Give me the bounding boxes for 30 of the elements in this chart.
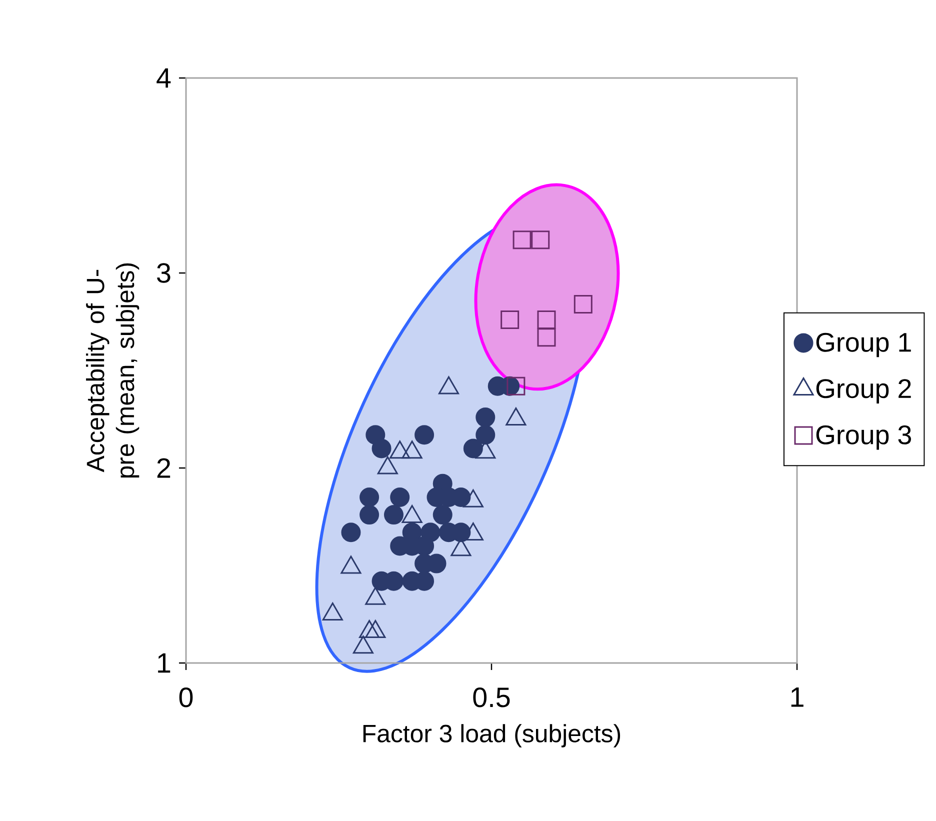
point (372, 438, 392, 458)
x-axis-title: Factor 3 load (subjects) (363, 724, 620, 748)
point (506, 376, 526, 396)
x-tick-label: 0 (179, 688, 193, 708)
point (360, 505, 380, 525)
y-tick-label: 4 (156, 68, 171, 88)
point (500, 310, 520, 330)
point (360, 487, 380, 507)
point (476, 425, 496, 445)
y-axis-title: Acceptability of U-pre (mean, subjets) (86, 263, 140, 478)
point (390, 487, 410, 507)
x-tick-label: 0.5 (473, 688, 510, 708)
legend-label: Group 3 (816, 425, 912, 450)
legend-label: Group 1 (816, 332, 911, 358)
point (341, 522, 361, 542)
y-tick-label: 1 (158, 653, 170, 673)
point (463, 438, 483, 458)
point (414, 425, 434, 445)
y-tick-label: 3 (157, 263, 170, 283)
point (432, 505, 452, 525)
point (384, 505, 404, 525)
legend-label: Group 2 (816, 379, 911, 404)
point (537, 310, 556, 330)
point (574, 294, 592, 314)
point (537, 328, 556, 347)
y-tick-label: 2 (157, 458, 170, 478)
point (512, 230, 532, 250)
point (476, 408, 496, 428)
x-tick-label: 1 (791, 688, 804, 707)
point (531, 230, 550, 250)
